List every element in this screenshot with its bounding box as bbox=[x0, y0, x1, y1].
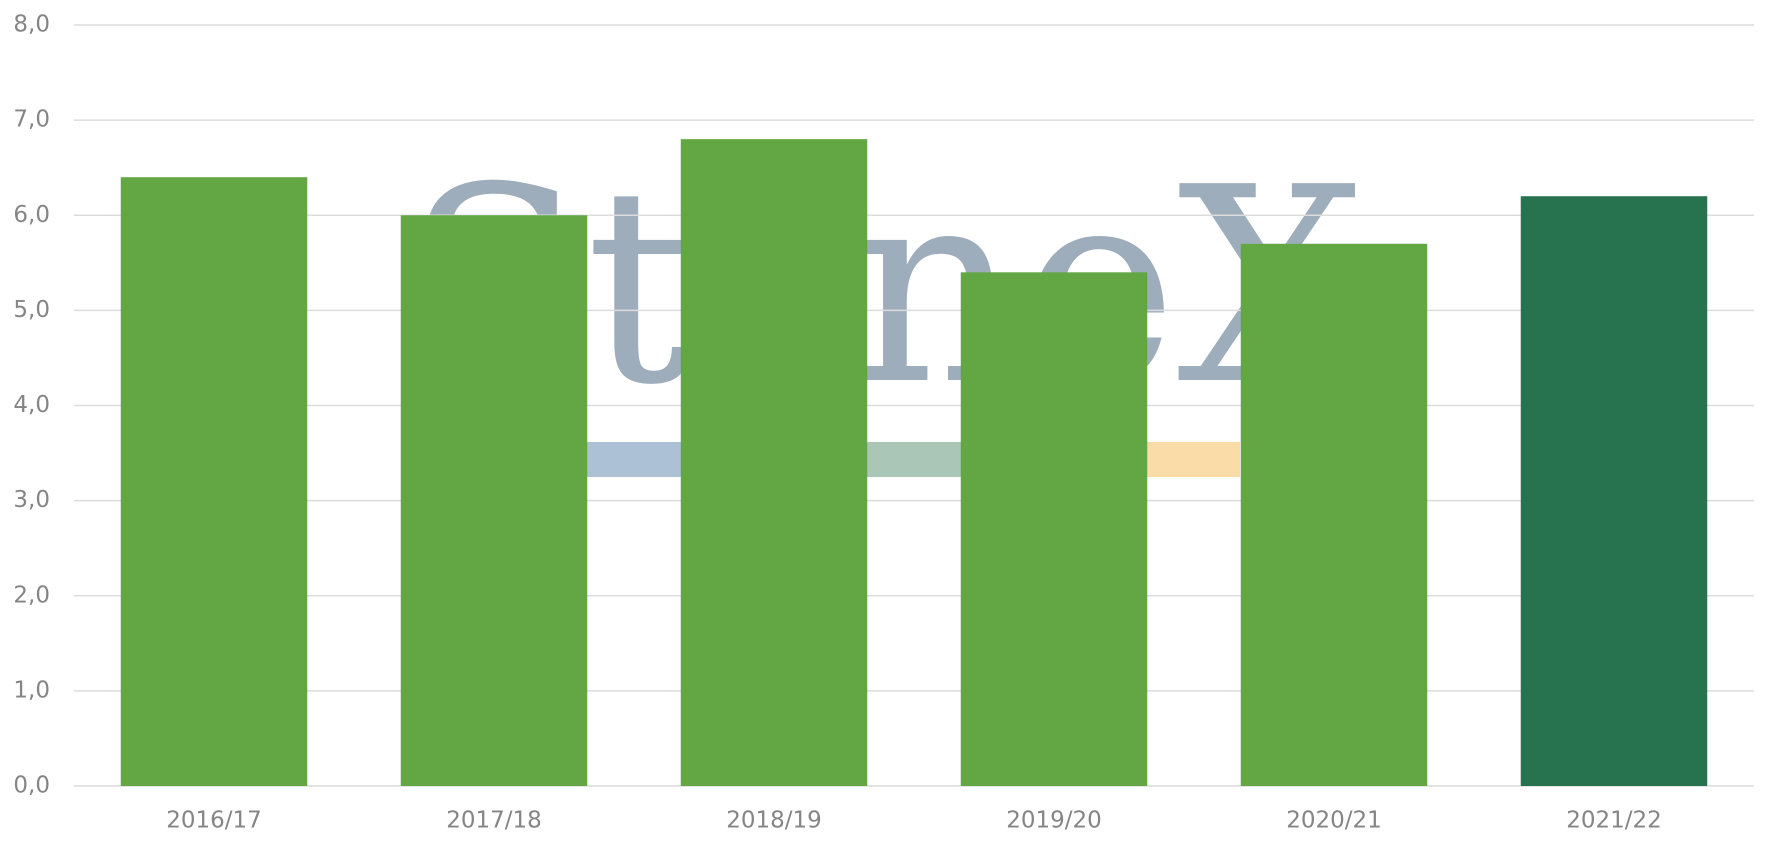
x-tick-label: 2018/19 bbox=[726, 808, 822, 834]
x-tick-label: 2017/18 bbox=[446, 808, 542, 834]
y-tick-label: 7,0 bbox=[13, 107, 50, 133]
y-tick-label: 2,0 bbox=[13, 582, 50, 608]
y-tick-label: 1,0 bbox=[13, 677, 50, 703]
x-tick-label: 2016/17 bbox=[166, 808, 262, 834]
x-tick-label: 2021/22 bbox=[1566, 808, 1662, 834]
x-tick-label: 2019/20 bbox=[1006, 808, 1102, 834]
y-tick-label: 5,0 bbox=[13, 297, 50, 323]
y-tick-label: 8,0 bbox=[13, 12, 50, 38]
y-tick-label: 0,0 bbox=[13, 773, 50, 799]
x-tick-label: 2020/21 bbox=[1286, 808, 1382, 834]
bar bbox=[400, 215, 588, 786]
bar bbox=[680, 139, 868, 786]
bar bbox=[1520, 196, 1708, 787]
bar bbox=[120, 177, 308, 786]
y-tick-label: 3,0 bbox=[13, 487, 50, 513]
bar bbox=[960, 272, 1148, 786]
y-tick-label: 6,0 bbox=[13, 202, 50, 228]
bar bbox=[1240, 243, 1428, 787]
y-tick-label: 4,0 bbox=[13, 392, 50, 418]
